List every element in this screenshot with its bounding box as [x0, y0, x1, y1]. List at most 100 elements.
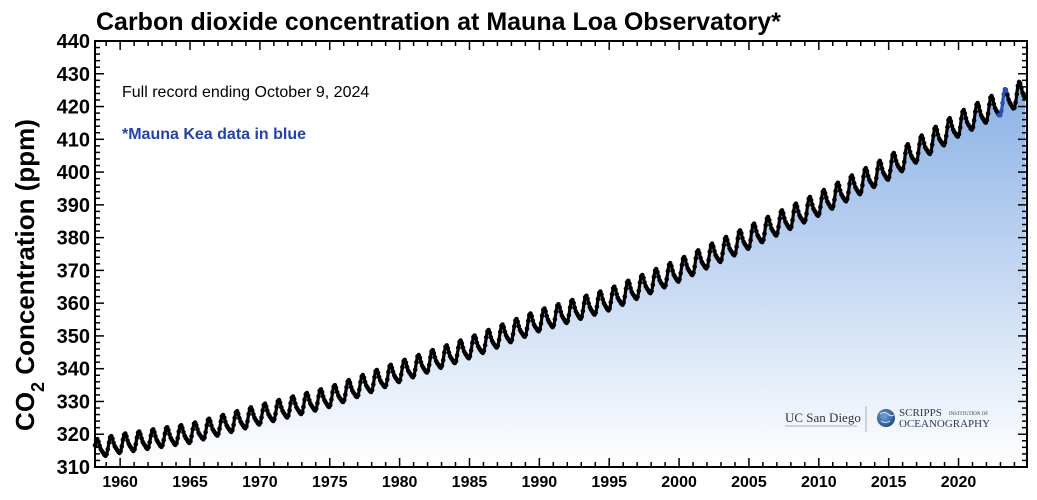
data-point	[181, 430, 186, 435]
data-point	[426, 362, 432, 368]
data-point	[903, 150, 908, 156]
data-point	[768, 222, 773, 227]
data-point	[302, 397, 307, 403]
data-point	[567, 305, 573, 310]
data-point	[488, 334, 494, 340]
series-layer	[92, 79, 1028, 459]
data-point	[985, 111, 991, 116]
data-point	[132, 447, 137, 452]
data-point	[777, 216, 782, 221]
data-point	[110, 436, 115, 442]
data-point	[273, 411, 278, 417]
series-mauna-kea-1	[996, 87, 1010, 118]
data-point	[259, 415, 264, 420]
data-point	[748, 237, 753, 243]
data-point	[593, 310, 598, 316]
data-point	[915, 151, 921, 156]
data-point	[846, 190, 851, 195]
data-point	[544, 313, 550, 319]
x-tick-label: 1990	[522, 474, 558, 491]
plot-area	[92, 79, 1028, 467]
data-point	[509, 337, 515, 343]
data-point	[188, 439, 193, 444]
data-point	[329, 397, 334, 402]
data-point	[474, 340, 480, 346]
data-point	[976, 103, 982, 109]
data-point	[971, 118, 977, 123]
data-point	[523, 332, 529, 338]
data-point	[538, 321, 544, 326]
ucsd-logo: UC San Diego	[785, 410, 861, 427]
data-point	[1017, 81, 1023, 86]
x-tick-label: 2015	[871, 474, 907, 491]
data-point	[987, 102, 992, 107]
data-point	[147, 440, 152, 445]
data-point	[977, 108, 983, 114]
data-point	[791, 209, 796, 215]
data-point	[847, 181, 852, 187]
data-point	[945, 124, 950, 130]
data-point	[397, 377, 403, 383]
data-point	[607, 306, 612, 311]
data-point	[819, 196, 824, 201]
y-tick-label: 410	[57, 129, 90, 151]
x-tick-label: 1965	[172, 474, 208, 491]
data-point	[305, 393, 311, 399]
data-point	[900, 166, 906, 171]
data-point	[152, 429, 157, 435]
data-point	[369, 387, 375, 393]
data-point	[161, 438, 166, 443]
data-point	[636, 288, 642, 294]
data-point	[735, 236, 741, 241]
data-point	[1005, 92, 1010, 98]
data-point	[837, 188, 843, 193]
y-tick-label: 370	[57, 260, 90, 282]
x-tick-labels: 1960 1965 1970 1975 1980 1985 1990 1995 2000 2005…	[102, 474, 976, 491]
data-point	[343, 392, 348, 397]
data-point	[460, 345, 466, 351]
data-point	[291, 397, 297, 402]
data-point	[917, 142, 922, 147]
data-point	[697, 250, 702, 256]
data-point	[641, 275, 646, 281]
x-tick-label: 1995	[591, 474, 627, 491]
data-point	[739, 231, 744, 236]
data-point	[794, 204, 800, 209]
data-point	[347, 380, 353, 386]
data-point	[719, 257, 724, 263]
data-point	[902, 159, 907, 165]
data-point	[375, 370, 381, 376]
data-point	[929, 142, 935, 147]
data-point	[440, 357, 446, 363]
data-point	[734, 244, 739, 250]
data-point	[487, 330, 493, 336]
data-point	[608, 300, 614, 305]
y-tick-label: 430	[57, 64, 90, 86]
data-point	[218, 419, 224, 424]
series-mauna-loa-2	[1005, 79, 1028, 111]
scripps-logo: SCRIPPS INSTITUTION OF OCEANOGRAPHY	[877, 407, 990, 430]
data-point	[231, 422, 236, 428]
data-point	[301, 404, 306, 410]
data-point	[893, 158, 899, 163]
plot-frame	[94, 40, 1028, 468]
y-tick-label: 420	[57, 97, 90, 119]
data-point	[404, 364, 410, 370]
data-point	[390, 369, 396, 375]
data-point	[725, 237, 730, 243]
x-tick-label: 1980	[382, 474, 418, 491]
data-point	[775, 231, 780, 236]
data-point	[525, 318, 531, 324]
data-point	[833, 188, 838, 194]
data-point	[879, 166, 885, 171]
data-point	[537, 327, 543, 332]
data-point	[663, 282, 668, 288]
data-point	[914, 157, 920, 163]
data-point	[888, 168, 893, 173]
data-point	[442, 350, 447, 355]
data-point	[803, 217, 808, 223]
ucsd-logo-text: UC San Diego	[785, 410, 861, 425]
data-point	[176, 429, 182, 434]
data-point	[133, 442, 139, 447]
data-point	[166, 427, 171, 433]
